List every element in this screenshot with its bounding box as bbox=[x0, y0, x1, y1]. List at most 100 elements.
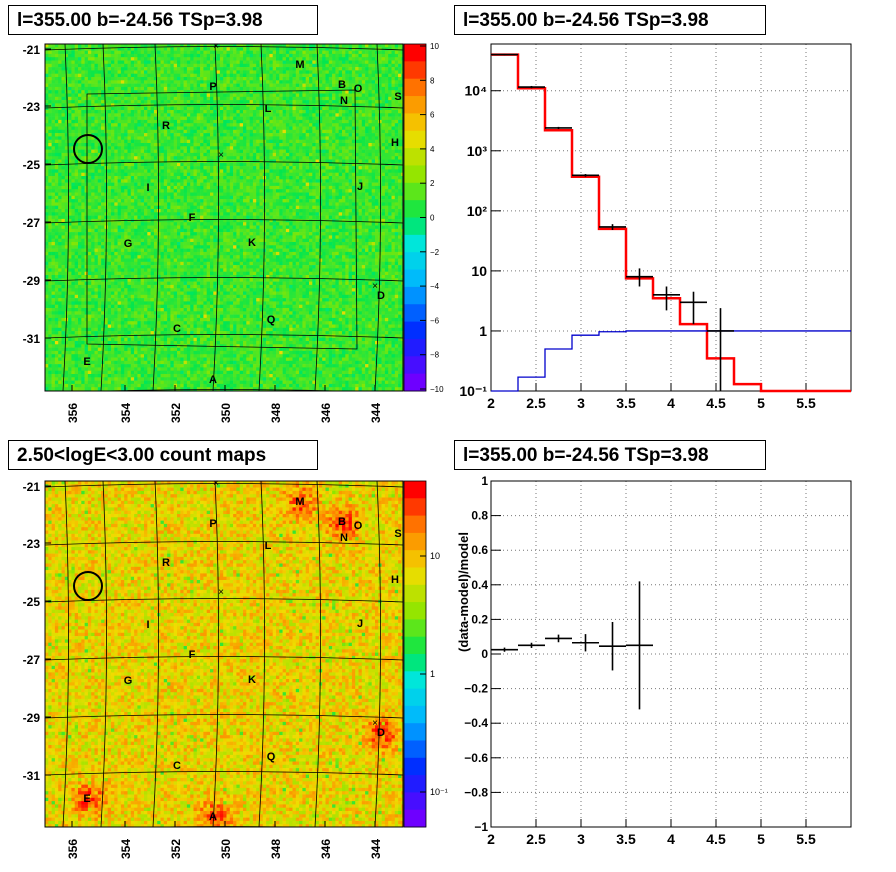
map-pixel bbox=[101, 60, 105, 65]
map-pixel bbox=[196, 44, 201, 48]
map-pixel bbox=[358, 162, 363, 167]
map-pixel bbox=[163, 182, 168, 187]
map-pixel bbox=[256, 139, 260, 144]
map-pixel bbox=[114, 169, 118, 173]
map-pixel bbox=[219, 113, 224, 117]
map-pixel bbox=[276, 70, 280, 74]
map-pixel bbox=[398, 63, 402, 68]
map-pixel bbox=[318, 96, 323, 101]
map-pixel bbox=[322, 176, 326, 180]
map-pixel bbox=[114, 80, 118, 84]
map-pixel bbox=[381, 44, 386, 48]
map-pixel bbox=[186, 156, 191, 160]
map-pixel bbox=[365, 113, 369, 117]
map-pixel bbox=[206, 103, 211, 107]
map-pixel bbox=[249, 169, 254, 173]
map-pixel bbox=[338, 47, 343, 51]
map-pixel bbox=[58, 93, 62, 98]
map-pixel bbox=[295, 133, 300, 137]
map-pixel bbox=[186, 103, 191, 107]
map-pixel bbox=[249, 113, 254, 117]
map-pixel bbox=[173, 179, 178, 183]
map-pixel bbox=[186, 80, 191, 84]
map-pixel bbox=[289, 106, 293, 111]
map-pixel bbox=[292, 50, 297, 55]
map-pixel bbox=[401, 182, 403, 187]
map-pixel bbox=[84, 123, 89, 127]
map-pixel bbox=[325, 110, 330, 114]
map-pixel bbox=[173, 182, 178, 187]
map-pixel bbox=[272, 103, 277, 107]
map-pixel bbox=[71, 50, 75, 55]
map-pixel bbox=[180, 126, 184, 131]
map-pixel bbox=[45, 185, 49, 190]
map-pixel bbox=[48, 182, 52, 187]
map-pixel bbox=[124, 149, 128, 154]
map-pixel bbox=[180, 63, 184, 68]
map-pixel bbox=[183, 73, 188, 78]
map-pixel bbox=[68, 73, 72, 78]
map-pixel bbox=[381, 133, 386, 137]
map-pixel bbox=[335, 67, 339, 71]
map-pixel bbox=[345, 80, 349, 84]
map-pixel bbox=[332, 189, 336, 193]
map-pixel bbox=[328, 44, 333, 48]
map-pixel bbox=[279, 63, 283, 68]
map-pixel bbox=[210, 86, 214, 91]
map-pixel bbox=[375, 106, 379, 111]
map-pixel bbox=[384, 136, 389, 140]
map-pixel bbox=[398, 166, 402, 170]
map-pixel bbox=[249, 100, 254, 104]
map-pixel bbox=[127, 116, 132, 121]
map-pixel bbox=[388, 57, 392, 61]
map-pixel bbox=[226, 149, 231, 154]
map-pixel bbox=[365, 176, 369, 180]
map-pixel bbox=[219, 44, 224, 48]
map-pixel bbox=[345, 133, 349, 137]
map-pixel bbox=[130, 100, 135, 104]
map-pixel bbox=[391, 143, 396, 147]
map-pixel bbox=[84, 60, 89, 65]
map-pixel bbox=[375, 50, 379, 55]
map-pixel bbox=[315, 133, 320, 137]
map-pixel bbox=[206, 192, 211, 197]
map-pixel bbox=[81, 100, 85, 104]
map-pixel bbox=[266, 113, 270, 117]
map-pixel bbox=[177, 100, 181, 104]
map-pixel bbox=[71, 77, 75, 81]
map-pixel bbox=[203, 143, 207, 147]
map-pixel bbox=[371, 113, 376, 117]
map-pixel bbox=[124, 90, 128, 94]
map-pixel bbox=[61, 110, 66, 114]
map-pixel bbox=[401, 136, 403, 140]
map-pixel bbox=[355, 156, 359, 160]
map-pixel bbox=[61, 159, 66, 164]
map-pixel bbox=[180, 83, 184, 88]
map-pixel bbox=[170, 47, 174, 51]
map-pixel bbox=[309, 113, 313, 117]
map-pixel bbox=[276, 139, 280, 144]
map-pixel bbox=[206, 100, 211, 104]
map-pixel bbox=[302, 106, 306, 111]
map-pixel bbox=[213, 176, 217, 180]
map-pixel bbox=[153, 169, 158, 173]
map-pixel bbox=[124, 139, 128, 144]
map-pixel bbox=[309, 83, 313, 88]
map-pixel bbox=[312, 143, 316, 147]
map-pixel bbox=[71, 129, 75, 134]
map-pixel bbox=[371, 100, 376, 104]
map-pixel bbox=[163, 185, 168, 190]
map-pixel bbox=[74, 57, 79, 61]
map-pixel bbox=[45, 44, 49, 48]
map-pixel bbox=[71, 156, 75, 160]
map-pixel bbox=[64, 152, 69, 157]
map-pixel bbox=[68, 86, 72, 91]
map-pixel bbox=[338, 116, 343, 121]
map-pixel bbox=[193, 93, 198, 98]
map-pixel bbox=[183, 83, 188, 88]
map-pixel bbox=[381, 126, 386, 131]
map-pixel bbox=[282, 106, 287, 111]
map-pixel bbox=[134, 152, 138, 157]
map-pixel bbox=[173, 73, 178, 78]
map-pixel bbox=[299, 159, 303, 164]
